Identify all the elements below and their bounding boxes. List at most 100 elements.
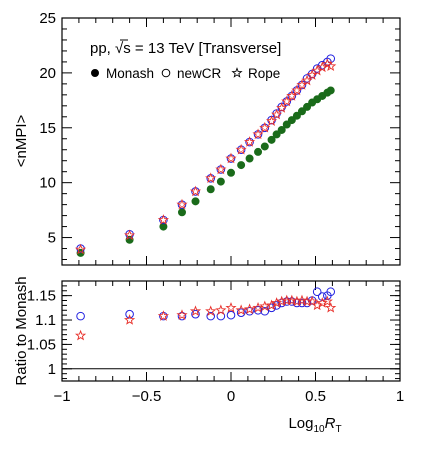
data-point-monash (267, 135, 276, 144)
data-point-rope (259, 121, 271, 133)
ratio-point-newcr (76, 311, 85, 321)
axis-ticks (61, 17, 401, 381)
ratio-point-rope (271, 297, 283, 308)
ratio-point-newcr (287, 297, 297, 306)
bottom-y-tick-label: 1 (48, 361, 56, 378)
data-point-monash (272, 130, 281, 139)
ratio-point-newcr (236, 308, 246, 318)
sqrt-s-symbol: √s (115, 40, 131, 57)
data-point-rope (215, 163, 227, 175)
legend-title: pp, √s = 13 TeV [Transverse] (90, 40, 281, 57)
data-point-monash (282, 120, 291, 129)
data-point-rope (265, 115, 278, 126)
ratio-point-rope (321, 295, 333, 307)
ratio-point-rope (189, 305, 202, 317)
bottom-y-tick-label: 1.15 (27, 288, 56, 305)
ratio-point-rope (252, 301, 264, 313)
legend-label-rope: Rope (248, 66, 280, 81)
ratio-point-rope (244, 303, 256, 315)
ratio-point-newcr (317, 292, 327, 301)
data-point-monash (287, 116, 296, 125)
data-point-monash (292, 111, 301, 120)
data-point-monash (254, 147, 263, 156)
data-point-monash (260, 142, 269, 151)
data-point-rope (75, 243, 87, 255)
x-tick-label: 1 (396, 388, 404, 405)
top-y-tick-label: 5 (48, 230, 56, 247)
ratio-point-rope (176, 309, 188, 320)
top-y-tick-label: 25 (39, 10, 56, 27)
data-point-monash (277, 125, 286, 134)
ratio-point-rope (205, 305, 217, 317)
ratio-point-rope (124, 314, 136, 325)
legend-markers (91, 67, 243, 78)
data-point-rope (225, 152, 237, 164)
top-y-axis-title: <nMPI> (13, 114, 30, 167)
data-point-rope (301, 74, 313, 86)
top-y-tick-label: 10 (39, 175, 56, 192)
data-point-rope (276, 102, 288, 113)
ratio-point-rope (316, 297, 328, 308)
ratio-point-rope (225, 301, 237, 313)
x-axis-title: Log10RT (288, 415, 341, 435)
data-point-monash (206, 185, 215, 194)
ratio-point-newcr (125, 309, 134, 319)
ratio-point-newcr (312, 287, 322, 297)
ratio-point-rope (157, 310, 169, 321)
top-panel-markers (75, 54, 337, 257)
top-y-tick-label: 20 (39, 65, 56, 82)
ratio-point-newcr (267, 303, 276, 313)
data-point-monash (245, 154, 254, 163)
legend-marker-monash (91, 69, 100, 78)
ratio-point-newcr (177, 311, 187, 321)
ratio-point-rope (296, 294, 308, 306)
bottom-y-tick-label: 1.1 (35, 312, 56, 329)
data-point-rope (252, 128, 264, 140)
bottom-panel-frame (61, 280, 401, 382)
legend-marker-rope (231, 67, 243, 78)
data-point-monash (326, 86, 335, 95)
x-tick-label: −1 (53, 388, 70, 405)
ratio-point-rope (286, 294, 298, 306)
data-point-rope (286, 90, 298, 101)
ratio-point-newcr (206, 311, 216, 321)
x-tick-label: 0 (227, 388, 235, 405)
legend-label-newcr: newCR (177, 66, 222, 81)
data-point-rope (235, 143, 247, 155)
data-point-rope (244, 136, 256, 147)
ratio-point-rope (291, 295, 303, 307)
ratio-point-rope (75, 329, 87, 341)
data-point-rope (157, 214, 169, 225)
ratio-point-newcr (326, 287, 336, 297)
data-point-rope (176, 198, 188, 210)
legend-marker-newcr (161, 68, 171, 78)
data-point-rope (205, 172, 217, 184)
data-point-rope (291, 84, 303, 96)
data-point-rope (271, 108, 283, 120)
data-point-monash (237, 161, 246, 170)
ratio-point-newcr (297, 298, 307, 308)
ratio-point-rope (325, 301, 337, 313)
data-point-rope (281, 95, 293, 107)
bottom-y-tick-label: 1.05 (27, 336, 56, 353)
legend-label-monash: Monash (106, 66, 154, 81)
top-y-tick-label: 15 (39, 120, 56, 137)
data-point-monash (191, 197, 200, 206)
data-point-rope (189, 185, 202, 197)
ratio-point-newcr (272, 301, 281, 310)
ratio-point-rope (276, 295, 288, 307)
data-point-monash (226, 168, 235, 177)
data-point-monash (216, 177, 225, 186)
ratio-point-newcr (245, 306, 254, 316)
bottom-panel-markers (75, 287, 337, 341)
ratio-point-rope (235, 304, 247, 316)
x-tick-label: 0.5 (305, 388, 326, 405)
ratio-point-newcr (226, 310, 236, 320)
bottom-y-axis-title: Ratio to Monash (13, 276, 30, 385)
data-point-rope (124, 229, 136, 241)
data-point-monash (297, 107, 306, 116)
ratio-point-rope (306, 295, 318, 307)
ratio-point-newcr (191, 309, 200, 319)
